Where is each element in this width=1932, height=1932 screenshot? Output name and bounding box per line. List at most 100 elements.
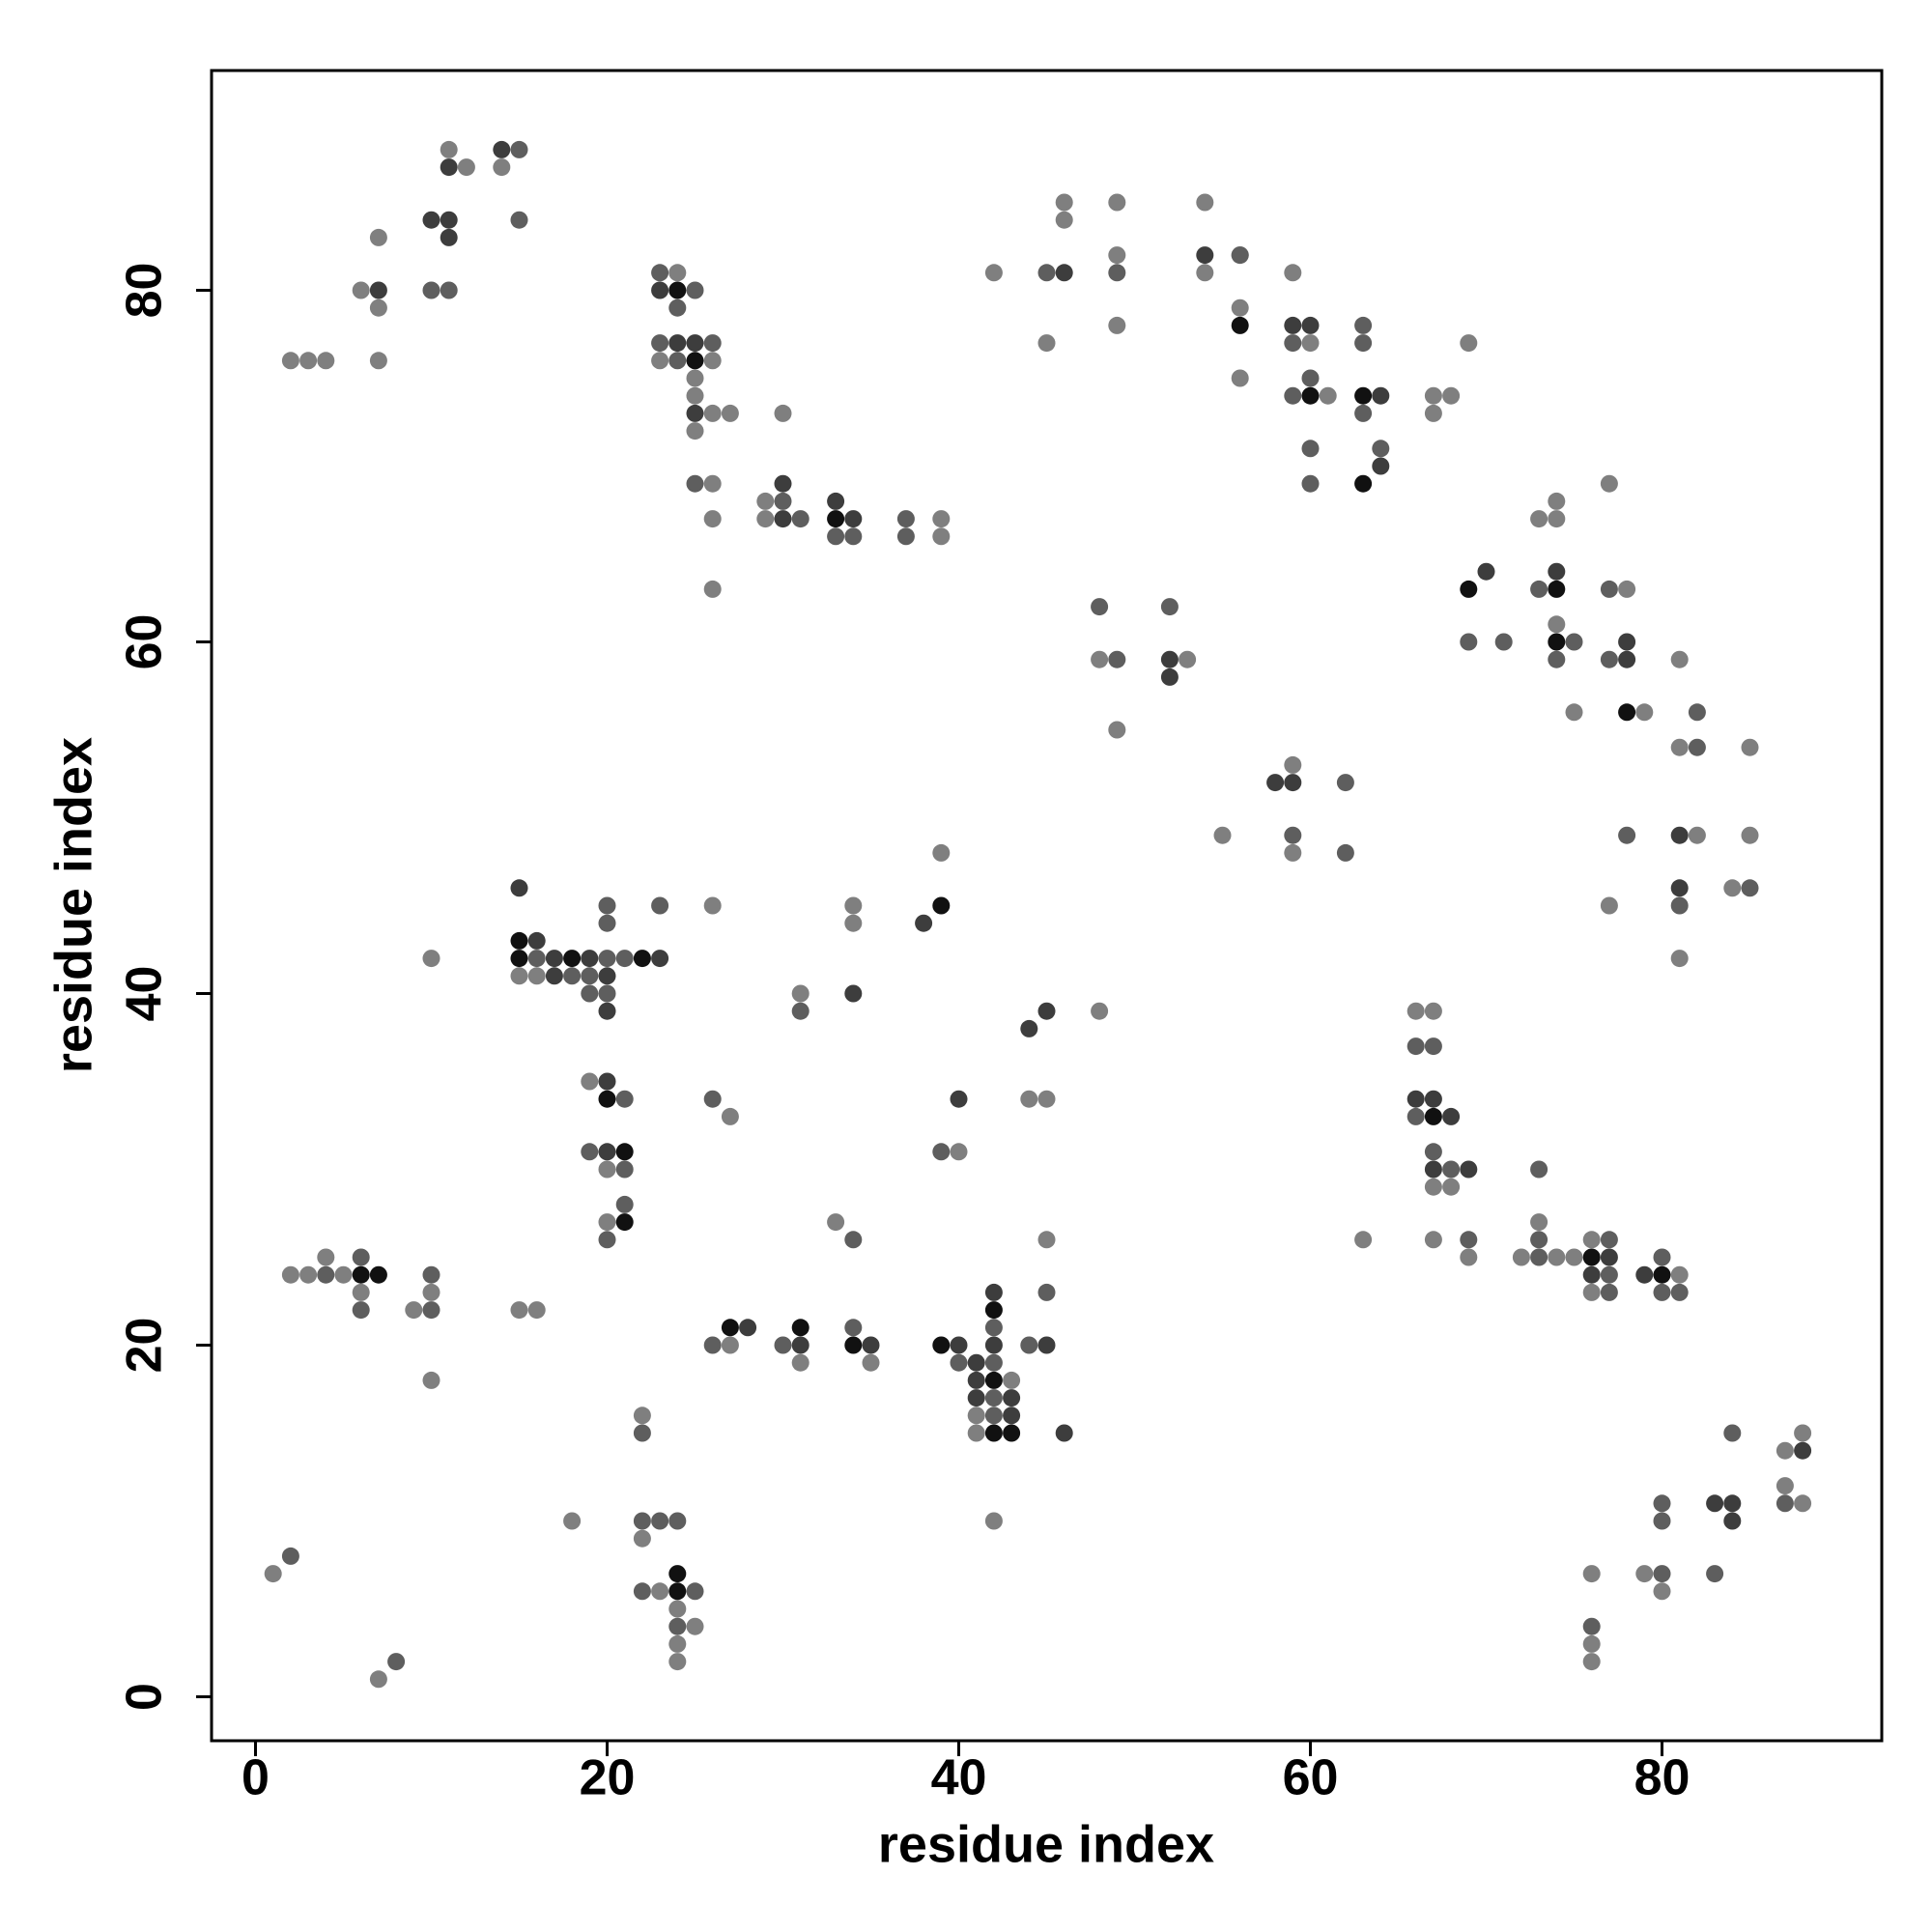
- point: [615, 1195, 634, 1213]
- point: [1618, 826, 1636, 844]
- point: [896, 527, 915, 546]
- point: [1037, 264, 1056, 282]
- point: [1582, 1617, 1601, 1635]
- point: [1582, 1231, 1601, 1249]
- point: [1653, 1265, 1671, 1284]
- point: [774, 510, 792, 528]
- point: [984, 1283, 1003, 1301]
- point: [1776, 1441, 1794, 1460]
- point: [1406, 1107, 1425, 1125]
- point: [703, 896, 722, 915]
- point: [686, 369, 704, 387]
- point: [1548, 1248, 1566, 1266]
- point: [1091, 1002, 1109, 1020]
- point: [703, 580, 722, 598]
- point: [984, 1336, 1003, 1354]
- point: [1196, 264, 1214, 282]
- point: [668, 1600, 687, 1618]
- point: [493, 158, 511, 177]
- point: [932, 510, 951, 528]
- point: [1284, 264, 1302, 282]
- point: [1160, 668, 1179, 686]
- point: [1213, 826, 1232, 844]
- point: [1600, 650, 1618, 668]
- point: [1582, 1248, 1601, 1266]
- point: [668, 1512, 687, 1530]
- point: [1530, 1231, 1548, 1249]
- point: [1723, 1424, 1742, 1442]
- point: [686, 386, 704, 405]
- point: [1301, 440, 1320, 458]
- point: [1653, 1582, 1671, 1601]
- point: [1284, 316, 1302, 334]
- point: [668, 1582, 687, 1601]
- point: [686, 334, 704, 353]
- point: [598, 914, 616, 932]
- point: [1600, 580, 1618, 598]
- x-tick-label: 60: [1283, 1750, 1339, 1806]
- point: [1055, 211, 1073, 229]
- point: [598, 1002, 616, 1020]
- point: [932, 843, 951, 862]
- point: [1037, 1231, 1056, 1249]
- plot-frame: [210, 69, 1884, 1743]
- point: [1424, 1090, 1442, 1108]
- point: [581, 967, 599, 985]
- point: [598, 1231, 616, 1249]
- point: [422, 281, 440, 299]
- point: [598, 1072, 616, 1091]
- point: [493, 140, 511, 158]
- point: [1723, 1494, 1742, 1513]
- point: [651, 1582, 669, 1601]
- point: [598, 896, 616, 915]
- point: [1530, 510, 1548, 528]
- point: [510, 211, 528, 229]
- point: [352, 1265, 370, 1284]
- point: [1284, 386, 1302, 405]
- point: [967, 1371, 985, 1389]
- point: [440, 211, 458, 229]
- point: [1635, 1565, 1654, 1583]
- point: [703, 1336, 722, 1354]
- point: [598, 1090, 616, 1108]
- point: [1582, 1653, 1601, 1671]
- point: [1460, 334, 1478, 353]
- point: [422, 950, 440, 968]
- point: [1670, 826, 1689, 844]
- point: [1635, 1265, 1654, 1284]
- point: [633, 1529, 651, 1548]
- point: [1670, 950, 1689, 968]
- point: [1723, 879, 1742, 897]
- point: [598, 984, 616, 1003]
- point: [422, 211, 440, 229]
- point: [527, 950, 546, 968]
- point: [1372, 386, 1390, 405]
- point: [950, 1090, 968, 1108]
- point: [791, 1353, 810, 1372]
- point: [1600, 896, 1618, 915]
- point: [721, 1319, 739, 1337]
- point: [598, 967, 616, 985]
- point: [1688, 738, 1706, 756]
- point: [563, 967, 582, 985]
- point: [1460, 1160, 1478, 1179]
- point: [844, 914, 863, 932]
- point: [1406, 1090, 1425, 1108]
- y-tick-label: 0: [117, 1683, 173, 1711]
- point: [405, 1301, 423, 1320]
- point: [369, 298, 387, 317]
- point: [1653, 1565, 1671, 1583]
- point: [721, 1107, 739, 1125]
- point: [827, 510, 845, 528]
- point: [984, 1353, 1003, 1372]
- point: [369, 1670, 387, 1689]
- point: [651, 352, 669, 370]
- point: [1548, 510, 1566, 528]
- point: [545, 967, 563, 985]
- point: [668, 1565, 687, 1583]
- point: [422, 1265, 440, 1284]
- point: [1582, 1634, 1601, 1653]
- point: [527, 967, 546, 985]
- point: [721, 1336, 739, 1354]
